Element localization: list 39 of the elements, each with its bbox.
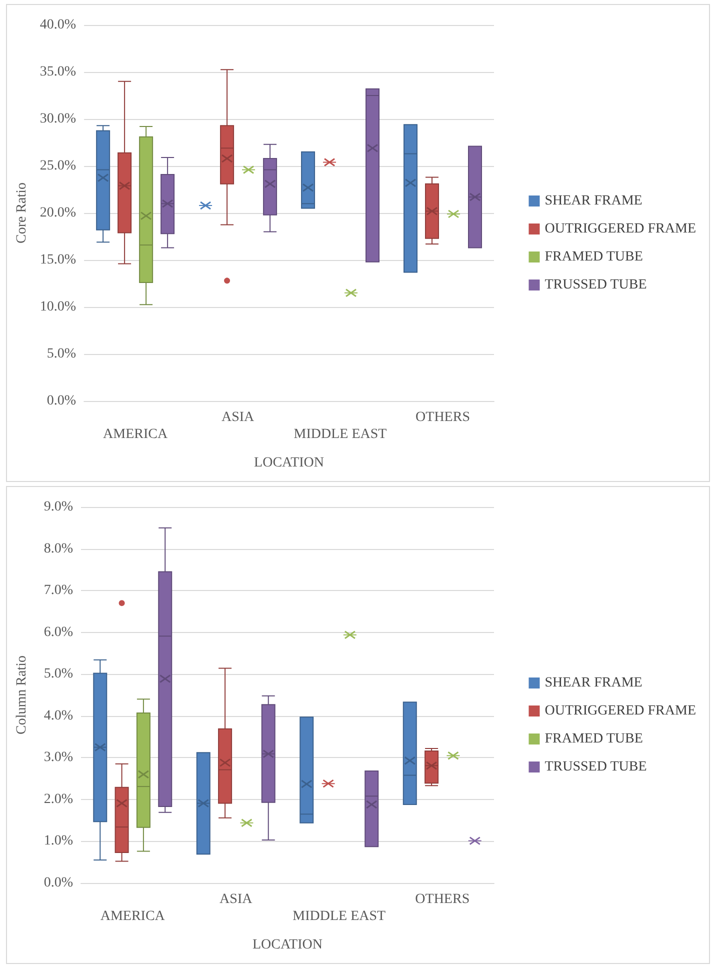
- y-tick-label: 8.0%: [44, 541, 74, 556]
- y-tick-label: 4.0%: [44, 708, 74, 724]
- x-axis-title: LOCATION: [252, 938, 322, 952]
- x-tick-label: AMERICA: [100, 909, 166, 924]
- y-axis-title: Core Ratio: [14, 182, 30, 244]
- y-tick-label: 0.0%: [46, 394, 76, 408]
- y-tick-label: 5.0%: [46, 346, 76, 362]
- y-axis-title: Column Ratio: [14, 656, 30, 734]
- legend-label: FRAMED TUBE: [544, 732, 643, 746]
- y-tick-label: 5.0%: [44, 666, 74, 682]
- y-tick-label: 2.0%: [44, 792, 74, 807]
- x-tick-label: MIDDLE EAST: [294, 427, 388, 442]
- legend-label: OUTRIGGERED FRAME: [544, 222, 696, 236]
- x-tick-label: OTHERS: [416, 410, 470, 425]
- y-tick-label: 20.0%: [40, 206, 76, 220]
- legend-label: TRUSSED TUBE: [544, 278, 647, 292]
- legend-label: FRAMED TUBE: [544, 250, 643, 264]
- legend-label: OUTRIGGERED FRAME: [544, 704, 696, 718]
- legend-label: SHEAR FRAME: [544, 676, 642, 690]
- legend-label: SHEAR FRAME: [544, 194, 642, 208]
- x-axis-title: LOCATION: [254, 456, 324, 470]
- x-tick-label: AMERICA: [103, 427, 168, 442]
- x-tick-label: OTHERS: [415, 892, 470, 907]
- x-tick-label: MIDDLE EAST: [292, 909, 386, 924]
- y-tick-label: 6.0%: [44, 624, 74, 640]
- y-tick-label: 0.0%: [44, 876, 74, 890]
- y-tick-label: 30.0%: [40, 112, 76, 126]
- y-tick-label: 7.0%: [44, 583, 74, 598]
- y-tick-label: 15.0%: [40, 252, 76, 268]
- y-tick-label: 9.0%: [44, 500, 74, 514]
- y-tick-label: 3.0%: [44, 750, 74, 766]
- y-tick-label: 25.0%: [40, 158, 76, 174]
- y-tick-label: 40.0%: [40, 18, 76, 32]
- y-tick-label: 10.0%: [40, 300, 76, 314]
- legend-label: TRUSSED TUBE: [544, 760, 647, 774]
- x-tick-label: ASIA: [220, 892, 254, 907]
- y-tick-label: 35.0%: [40, 64, 76, 80]
- x-tick-label: ASIA: [221, 410, 256, 425]
- y-tick-label: 1.0%: [44, 834, 74, 849]
